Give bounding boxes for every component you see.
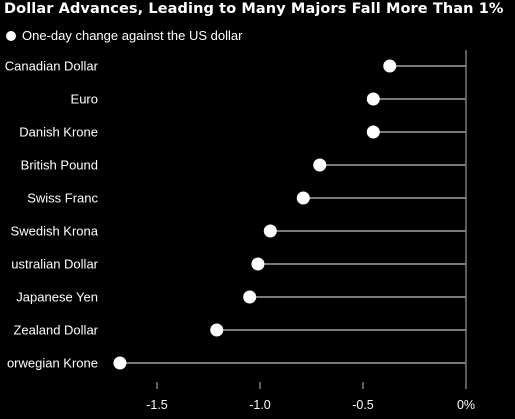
category-label: Swiss Franc <box>27 191 98 206</box>
data-point <box>263 224 277 238</box>
data-point <box>366 92 380 106</box>
category-label: orwegian Krone <box>7 356 98 371</box>
data-point <box>243 290 257 304</box>
legend-label: One-day change against the US dollar <box>22 28 243 43</box>
category-label: Euro <box>71 92 98 107</box>
x-tick-label: 0% <box>457 398 475 412</box>
data-point <box>251 257 265 271</box>
data-point <box>113 356 127 370</box>
chart-title: Dollar Advances, Leading to Many Majors … <box>4 1 504 17</box>
chart-legend: One-day change against the US dollar <box>6 28 242 43</box>
category-label: ustralian Dollar <box>11 257 98 272</box>
data-point <box>296 191 310 205</box>
data-point <box>383 59 397 73</box>
category-label: Swedish Krona <box>11 224 99 239</box>
data-point <box>210 323 224 337</box>
x-tick-label: -1.5 <box>146 398 168 412</box>
category-label: Canadian Dollar <box>5 59 99 74</box>
legend-marker <box>6 30 16 41</box>
category-label: British Pound <box>21 158 98 173</box>
data-point <box>366 125 380 139</box>
category-label: Japanese Yen <box>16 290 98 305</box>
x-tick-label: -1.0 <box>249 398 271 412</box>
x-tick-label: -0.5 <box>352 398 374 412</box>
data-point <box>313 158 327 172</box>
category-label: Danish Krone <box>19 125 98 140</box>
category-label: Zealand Dollar <box>13 323 98 338</box>
